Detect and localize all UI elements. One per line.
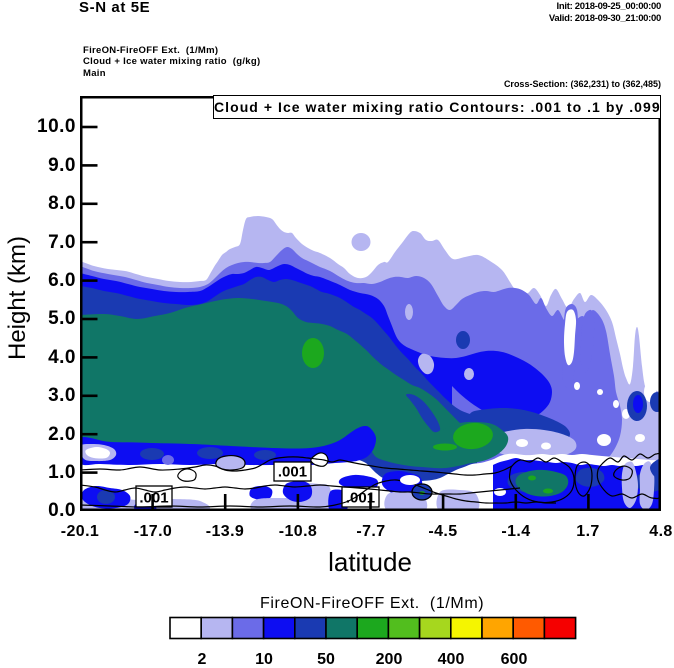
svg-text:.001: .001	[278, 464, 307, 481]
svg-text:.001: .001	[139, 490, 168, 507]
svg-text:.001: .001	[346, 490, 375, 507]
